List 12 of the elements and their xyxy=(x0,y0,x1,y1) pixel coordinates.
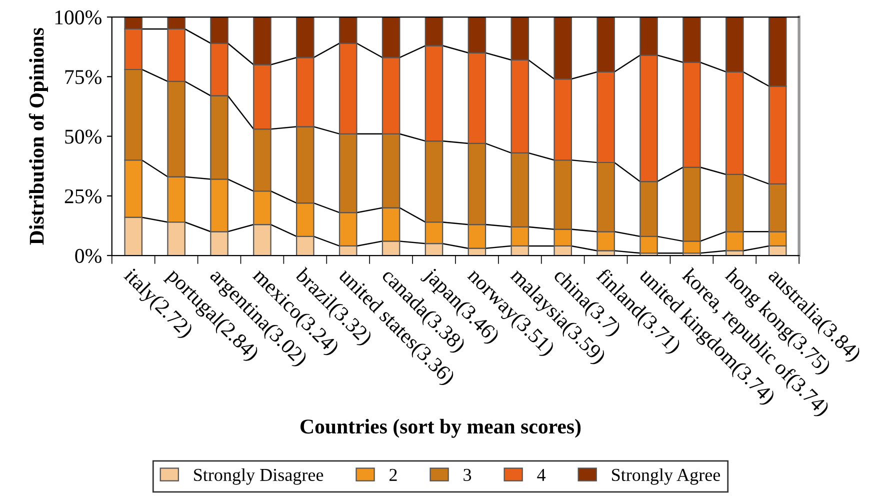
y-tick-label: 100% xyxy=(55,10,102,25)
legend-label: 4 xyxy=(537,468,546,481)
y-tick-label: 25% xyxy=(64,189,102,204)
y-tick-label: 50% xyxy=(65,130,102,144)
legend-label: Strongly Disagree xyxy=(194,468,324,485)
legend-label: 3 xyxy=(464,468,472,482)
y-tick-label: 75% xyxy=(65,70,102,84)
legend-label: 2 xyxy=(390,468,397,481)
legend-label: Strongly Agree xyxy=(612,468,720,485)
y-axis-title: Distribution of Opinions xyxy=(28,28,48,245)
x-axis-title: Countries (sort by mean scores) xyxy=(300,418,581,438)
y-tick-label: 0% xyxy=(75,248,102,264)
